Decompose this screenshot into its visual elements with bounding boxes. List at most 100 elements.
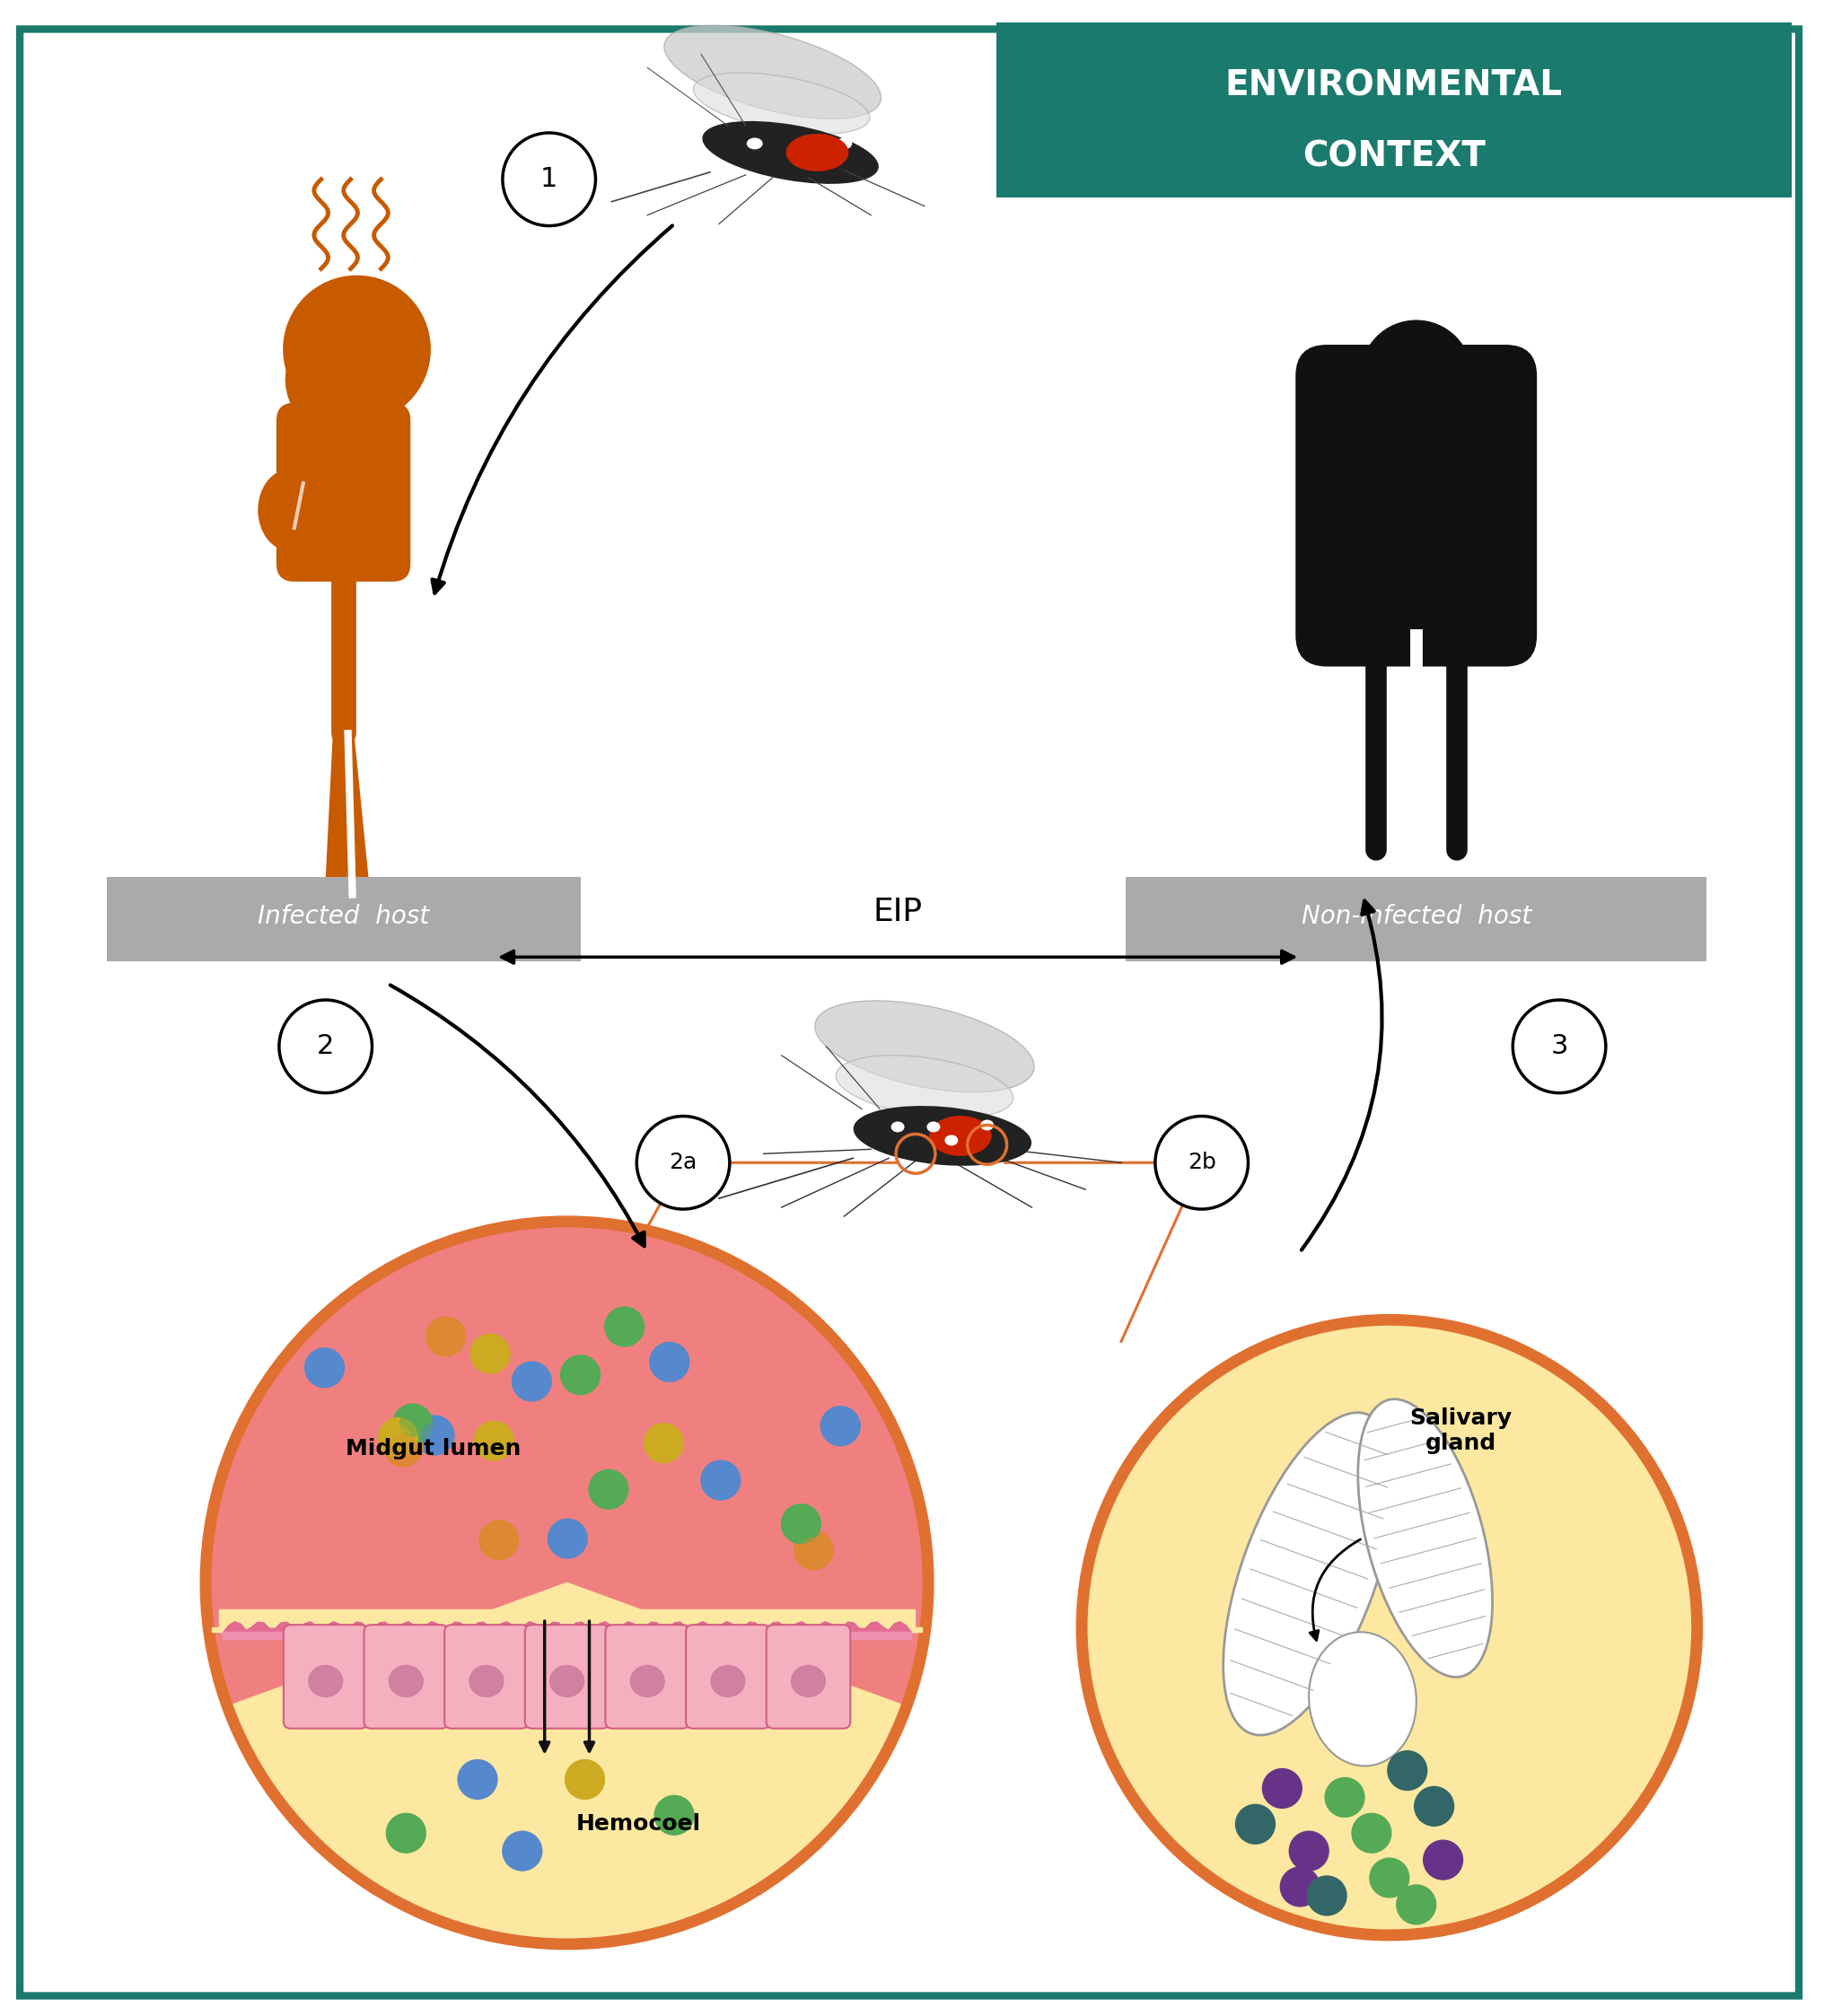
Ellipse shape (702, 121, 878, 183)
Text: Salivary
gland: Salivary gland (1410, 1407, 1512, 1454)
Circle shape (458, 1760, 497, 1798)
Circle shape (612, 1314, 638, 1339)
Circle shape (433, 1325, 458, 1349)
Circle shape (1415, 1786, 1454, 1826)
Circle shape (304, 1349, 345, 1387)
Circle shape (1281, 1867, 1320, 1907)
Ellipse shape (836, 1054, 1014, 1119)
Circle shape (1388, 1750, 1426, 1790)
Circle shape (821, 1407, 860, 1445)
Circle shape (511, 1361, 552, 1401)
Circle shape (392, 1403, 433, 1443)
Ellipse shape (801, 151, 816, 163)
Ellipse shape (550, 1665, 585, 1697)
Ellipse shape (258, 470, 321, 550)
Ellipse shape (927, 1121, 940, 1133)
Ellipse shape (631, 1665, 664, 1697)
Ellipse shape (792, 1665, 825, 1697)
Circle shape (478, 1341, 502, 1367)
FancyBboxPatch shape (284, 1625, 368, 1728)
Circle shape (425, 1316, 466, 1357)
Circle shape (651, 1343, 689, 1381)
Ellipse shape (816, 1000, 1034, 1093)
Circle shape (829, 1413, 852, 1439)
Circle shape (279, 1000, 372, 1093)
Circle shape (781, 1504, 821, 1544)
Circle shape (414, 1415, 455, 1456)
Circle shape (654, 1796, 695, 1835)
Circle shape (213, 1228, 922, 1937)
Circle shape (1155, 1117, 1248, 1210)
Circle shape (596, 1478, 621, 1502)
FancyBboxPatch shape (686, 1625, 770, 1728)
FancyBboxPatch shape (444, 1625, 528, 1728)
Text: CONTEXT: CONTEXT (1301, 139, 1485, 173)
FancyBboxPatch shape (20, 28, 1798, 1996)
Circle shape (478, 1520, 519, 1560)
Circle shape (1289, 1831, 1329, 1871)
Circle shape (605, 1306, 643, 1347)
Ellipse shape (693, 73, 869, 133)
Circle shape (656, 1349, 682, 1375)
FancyBboxPatch shape (605, 1625, 689, 1728)
Polygon shape (220, 1609, 915, 1633)
Ellipse shape (1223, 1413, 1395, 1736)
Circle shape (502, 133, 596, 226)
Circle shape (568, 1363, 592, 1387)
Circle shape (651, 1431, 676, 1456)
Text: 2: 2 (317, 1034, 334, 1060)
FancyBboxPatch shape (1296, 345, 1536, 667)
Circle shape (284, 276, 431, 423)
Circle shape (200, 1216, 933, 1949)
Circle shape (1307, 1877, 1347, 1915)
Text: Midgut lumen: Midgut lumen (345, 1437, 521, 1460)
Ellipse shape (944, 1135, 959, 1145)
Ellipse shape (469, 1665, 504, 1697)
Circle shape (519, 1369, 544, 1393)
Text: Hemocoel: Hemocoel (576, 1812, 700, 1835)
FancyBboxPatch shape (766, 1625, 851, 1728)
Text: Non-infected  host: Non-infected host (1301, 905, 1531, 929)
Text: Infected  host: Infected host (258, 905, 429, 929)
Circle shape (1397, 1885, 1435, 1925)
Circle shape (422, 1423, 447, 1447)
Ellipse shape (711, 1665, 744, 1697)
Ellipse shape (891, 1121, 904, 1133)
Ellipse shape (836, 137, 852, 149)
Ellipse shape (389, 1665, 423, 1697)
FancyBboxPatch shape (365, 1625, 447, 1728)
Circle shape (502, 1831, 543, 1871)
Ellipse shape (1309, 1633, 1417, 1766)
Circle shape (385, 1425, 411, 1450)
Circle shape (555, 1526, 579, 1550)
Circle shape (1325, 1778, 1364, 1816)
Circle shape (390, 1433, 416, 1460)
Circle shape (486, 1528, 511, 1552)
Circle shape (1360, 321, 1472, 431)
Circle shape (1369, 1859, 1410, 1897)
Circle shape (1089, 1327, 1690, 1929)
Circle shape (400, 1411, 425, 1435)
FancyBboxPatch shape (524, 1625, 609, 1728)
Circle shape (794, 1530, 834, 1570)
FancyBboxPatch shape (995, 22, 1791, 198)
Circle shape (482, 1427, 506, 1454)
Circle shape (475, 1421, 513, 1460)
Text: 3: 3 (1551, 1034, 1567, 1060)
Circle shape (378, 1417, 418, 1458)
FancyBboxPatch shape (1125, 877, 1707, 962)
Circle shape (312, 1355, 337, 1381)
Text: 1: 1 (541, 165, 557, 192)
Ellipse shape (929, 1115, 992, 1155)
Circle shape (1424, 1841, 1463, 1879)
Circle shape (383, 1427, 423, 1466)
Circle shape (788, 1512, 814, 1536)
Circle shape (1235, 1804, 1276, 1845)
Text: ENVIRONMENTAL: ENVIRONMENTAL (1224, 69, 1564, 103)
Ellipse shape (854, 1107, 1032, 1165)
FancyBboxPatch shape (106, 877, 581, 962)
Ellipse shape (746, 137, 763, 149)
Text: EIP: EIP (873, 897, 922, 927)
Circle shape (471, 1335, 510, 1373)
Circle shape (565, 1760, 605, 1798)
